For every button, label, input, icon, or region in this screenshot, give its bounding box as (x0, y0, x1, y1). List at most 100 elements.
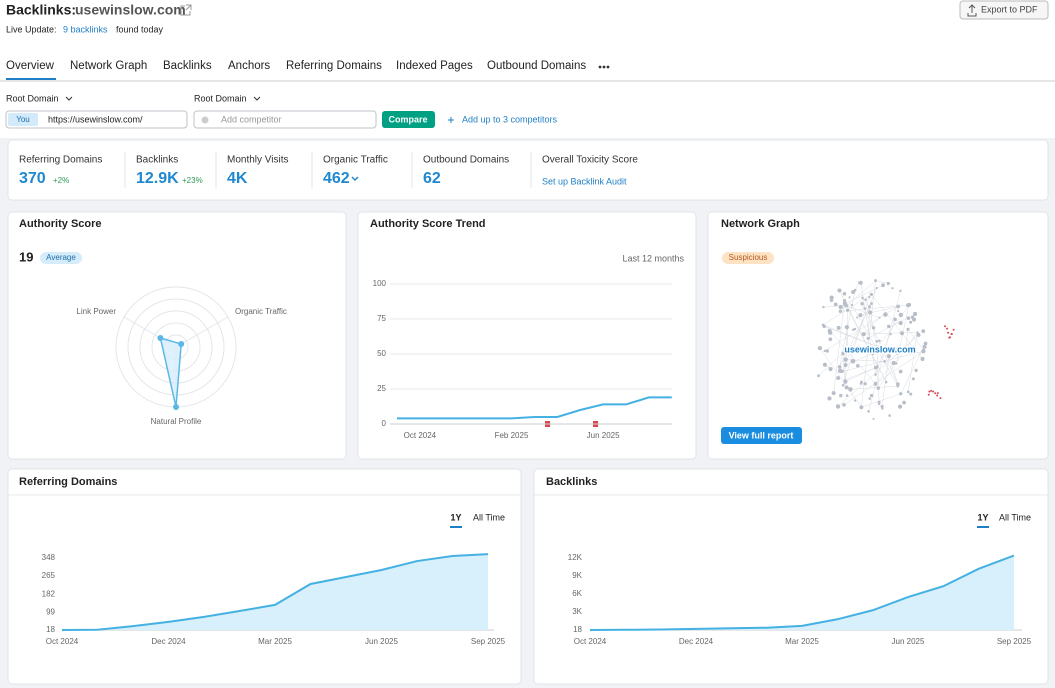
more-dot[interactable] (602, 65, 606, 69)
graph-node (906, 327, 910, 331)
stat-value[interactable]: 370 (19, 170, 46, 187)
graph-node (871, 352, 875, 355)
stat-value[interactable]: 462 (323, 170, 350, 187)
graph-node (842, 298, 847, 303)
scope-dropdown[interactable]: Root Domain (6, 93, 59, 103)
you-label: You (16, 115, 30, 124)
x-tick-label: Feb 2025 (495, 431, 529, 440)
period: Last 12 months (622, 253, 684, 263)
graph-node (898, 320, 903, 326)
x-tick-label: Mar 2025 (258, 637, 292, 646)
tab[interactable]: Overview (6, 60, 55, 72)
compare-button[interactable] (382, 111, 435, 128)
graph-node (868, 305, 872, 309)
stat-value[interactable]: 4K (227, 170, 248, 187)
graph-node (853, 327, 857, 331)
export-label[interactable]: Export to PDF (981, 4, 1038, 14)
graph-node (870, 302, 873, 305)
radar-label: Link Power (76, 307, 116, 316)
url-input[interactable] (5, 110, 188, 129)
stat-value[interactable]: 62 (423, 170, 441, 187)
toggle[interactable]: All Time (999, 512, 1031, 522)
stat-link[interactable]: Set up Backlink Audit (542, 176, 627, 186)
graph-node (829, 295, 834, 300)
line (397, 396, 672, 420)
report-label[interactable]: View full report (729, 430, 794, 440)
tab[interactable]: Network Graph (70, 60, 147, 72)
graph-node (903, 346, 908, 351)
tab[interactable]: Indexed Pages (396, 60, 473, 72)
toggle[interactable]: 1Y (450, 512, 461, 522)
url-text[interactable]: https://usewinslow.com/ (48, 114, 143, 124)
competitor-placeholder[interactable]: Add competitor (221, 114, 282, 124)
more-dot[interactable] (598, 65, 602, 69)
scope-dropdown[interactable]: Root Domain (194, 93, 247, 103)
graph-node (868, 295, 871, 299)
toggle[interactable]: 1Y (977, 512, 988, 522)
graph-node (869, 393, 874, 398)
tab[interactable]: Backlinks (163, 60, 212, 72)
radar-point (157, 335, 164, 341)
compare-label[interactable]: Compare (388, 114, 427, 124)
tab[interactable]: Referring Domains (286, 60, 382, 72)
graph-node (874, 373, 877, 376)
add-competitors[interactable]: Add up to 3 competitors (462, 114, 558, 124)
graph-node (930, 389, 933, 392)
export-button[interactable] (959, 0, 1049, 20)
graph-node (916, 332, 921, 338)
graph-edge (851, 304, 898, 387)
graph-node (860, 301, 864, 306)
stat-label: Overall Toxicity Score (542, 155, 638, 166)
graph-node (948, 336, 951, 339)
graph-node (922, 344, 927, 349)
x-tick-label: Dec 2024 (679, 637, 714, 646)
badge-label: Average (46, 253, 76, 262)
graph-node (871, 326, 876, 330)
graph-edge (871, 294, 923, 360)
radar-label: Natural Profile (151, 417, 202, 426)
graph-node (853, 399, 857, 402)
graph-node (873, 365, 878, 370)
x-tick-label: Sep 2025 (997, 637, 1032, 646)
stat-label: Backlinks (136, 155, 178, 166)
graph-node (899, 331, 904, 336)
area (62, 554, 488, 630)
graph-node (855, 348, 860, 352)
graph-node (843, 357, 848, 362)
graph-edge (875, 319, 896, 375)
stat-label: Monthly Visits (227, 155, 289, 166)
report-button[interactable] (721, 427, 802, 444)
badge (722, 252, 774, 264)
graph-node (896, 382, 900, 386)
graph-node (950, 332, 953, 335)
tab[interactable]: Outbound Domains (487, 60, 586, 72)
card-title: Authority Score (19, 218, 102, 230)
toggle-underline (450, 526, 462, 528)
more-dot[interactable] (606, 65, 610, 69)
graph-node (920, 356, 925, 362)
graph-node (825, 349, 829, 353)
toggle[interactable]: All Time (473, 512, 505, 522)
graph-node (882, 347, 886, 351)
competitor-input[interactable] (193, 110, 377, 129)
graph-node (856, 364, 860, 368)
graph-node (872, 417, 875, 420)
graph-node (898, 369, 903, 374)
card-title: Network Graph (721, 218, 800, 230)
y-tick-label: 265 (42, 571, 56, 580)
graph-node (845, 308, 850, 312)
graph-node (927, 393, 930, 396)
y-tick-label: 3K (572, 607, 582, 616)
live-link[interactable]: 9 backlinks (63, 24, 108, 34)
tab[interactable]: Anchors (228, 60, 270, 72)
x-tick-label: Jun 2025 (587, 431, 620, 440)
graph-node (861, 296, 864, 300)
stat-value[interactable]: 12.9K (136, 170, 179, 187)
chevron (253, 96, 261, 101)
graph-node (891, 360, 896, 365)
graph-node (843, 363, 848, 367)
graph-node (916, 331, 919, 334)
y-tick-label: 75 (377, 314, 386, 323)
graph-node (829, 298, 834, 303)
graph-edge (872, 304, 910, 354)
